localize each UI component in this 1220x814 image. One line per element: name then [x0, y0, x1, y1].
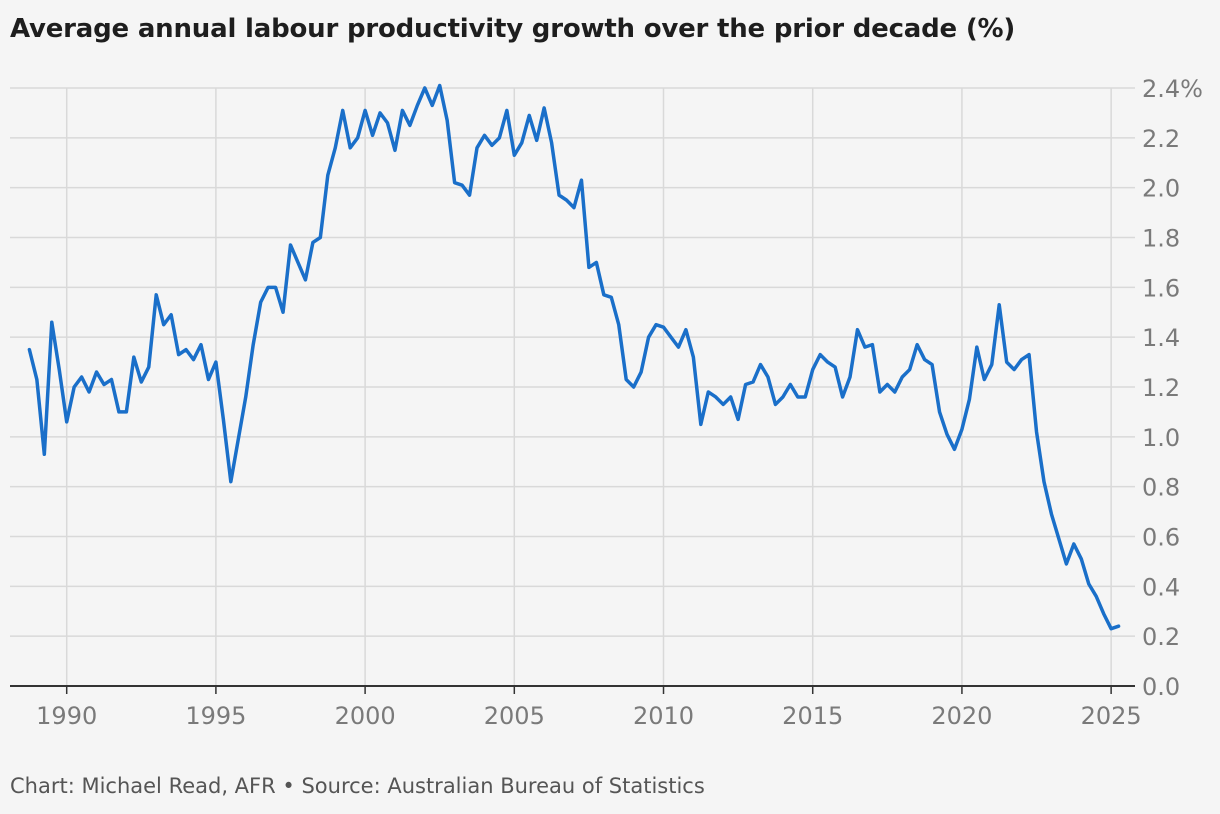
y-tick-label: 2.2	[1142, 125, 1180, 153]
y-tick-label: 0.8	[1142, 474, 1180, 502]
x-tick-label: 2025	[1081, 702, 1142, 730]
x-axis	[10, 685, 1135, 694]
y-tick-label: 1.2	[1142, 374, 1180, 402]
x-tick-label: 2000	[335, 702, 396, 730]
y-tick-label: 1.6	[1142, 274, 1180, 302]
grid-lines	[10, 87, 1135, 686]
x-tick-label: 2020	[931, 702, 992, 730]
y-tick-label: 1.8	[1142, 225, 1180, 253]
x-tick-label: 2010	[633, 702, 694, 730]
x-tick-label: 1995	[185, 702, 246, 730]
chart-source-note: Chart: Michael Read, AFR • Source: Austr…	[10, 774, 705, 798]
y-tick-label: 0.6	[1142, 524, 1180, 552]
y-tick-label: 2.0	[1142, 175, 1180, 203]
series-layer	[27, 83, 1121, 631]
x-axis-tick-labels: 1990 1995 2000 2005 2010 2015 2020 2025	[36, 702, 1142, 730]
y-tick-label: 1.4	[1142, 324, 1180, 352]
x-tick-label: 1990	[36, 702, 97, 730]
x-tick-label: 2015	[782, 702, 843, 730]
series-line	[27, 83, 1121, 631]
chart-title: Average annual labour productivity growt…	[10, 14, 1016, 44]
y-tick-label: 2.4%	[1142, 75, 1203, 103]
y-tick-label: 0.2	[1142, 623, 1180, 651]
y-axis-tick-labels: 0.0 0.2 0.4 0.6 0.8 1.0 1.2 1.4 1.6 1.8 2.0 2.2 2.4%	[1142, 75, 1203, 701]
y-tick-label: 1.0	[1142, 424, 1180, 452]
y-tick-label: 0.0	[1142, 673, 1180, 701]
x-tick-label: 2005	[484, 702, 545, 730]
y-tick-label: 0.4	[1142, 573, 1180, 601]
